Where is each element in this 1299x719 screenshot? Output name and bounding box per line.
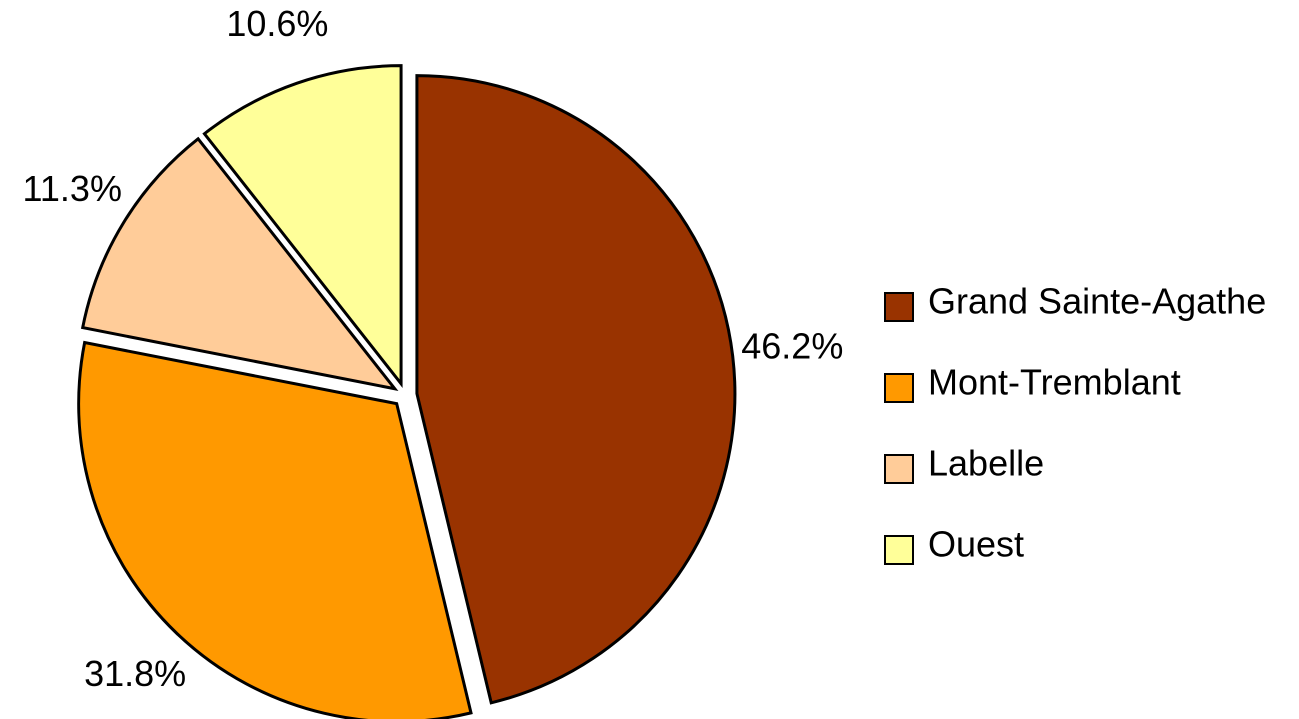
legend-label: Mont-Tremblant (928, 362, 1181, 403)
pie-slice (415, 74, 737, 705)
legend-label: Grand Sainte-Agathe (928, 281, 1266, 322)
legend-label: Labelle (928, 443, 1044, 484)
pie-slice (202, 64, 403, 388)
legend-swatch (884, 373, 914, 403)
pie-slice (77, 340, 473, 719)
data-label: 46.2% (741, 326, 843, 367)
data-label: 31.8% (84, 653, 186, 694)
legend-swatch (884, 535, 914, 565)
legend-label: Ouest (928, 524, 1024, 565)
legend-swatch (884, 454, 914, 484)
pie-slice (80, 136, 399, 391)
legend-swatch (884, 292, 914, 322)
data-label: 10.6% (226, 3, 328, 44)
data-label: 11.3% (23, 168, 122, 209)
